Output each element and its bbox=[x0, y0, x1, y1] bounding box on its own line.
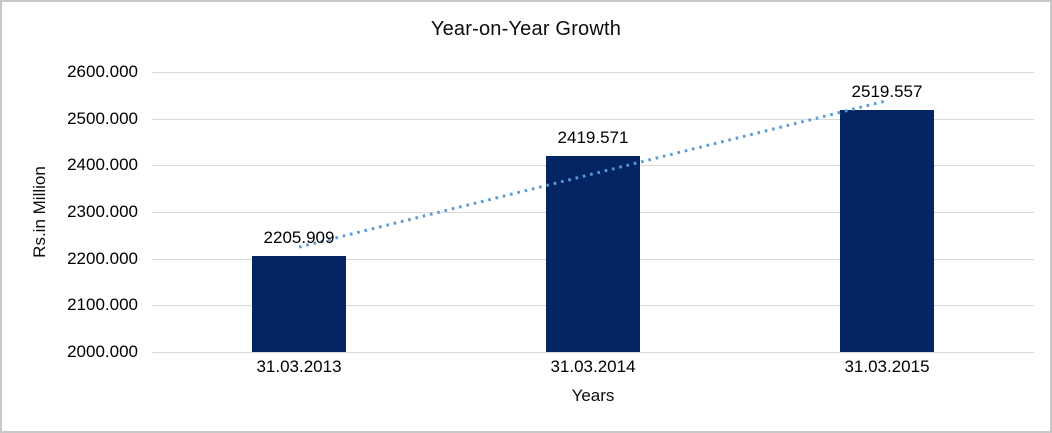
bar bbox=[546, 156, 640, 352]
x-tick-label: 31.03.2014 bbox=[550, 357, 636, 376]
x-axis-title: Years bbox=[571, 386, 615, 405]
y-tick-label: 2300.000 bbox=[67, 202, 138, 221]
gridline bbox=[152, 72, 1034, 73]
y-tick-label: 2600.000 bbox=[67, 62, 138, 81]
y-tick-label: 2000.000 bbox=[67, 342, 138, 361]
plot-area: 2205.909 2419.571 2519.557 bbox=[152, 72, 1034, 353]
x-tick-label: 31.03.2015 bbox=[844, 357, 930, 376]
x-tick-label: 31.03.2013 bbox=[256, 357, 342, 376]
y-tick-label: 2500.000 bbox=[67, 108, 138, 128]
data-label: 2419.571 bbox=[557, 128, 629, 148]
data-label: 2205.909 bbox=[263, 227, 335, 247]
bar bbox=[840, 109, 934, 352]
y-tick-label: 2200.000 bbox=[67, 248, 138, 268]
x-axis-line bbox=[152, 352, 1034, 353]
bar bbox=[252, 255, 346, 352]
y-axis-ticks: 2000.000 2100.000 2200.000 2300.000 2400.000… bbox=[2, 62, 145, 361]
chart-title: Year-on-Year Growth bbox=[430, 18, 622, 40]
y-tick-label: 2400.000 bbox=[67, 155, 138, 175]
data-label: 2519.557 bbox=[851, 81, 923, 101]
y-tick-label: 2100.000 bbox=[67, 295, 138, 315]
x-axis-ticks: 31.03.2013 31.03.2014 31.03.2015 bbox=[152, 357, 1034, 379]
